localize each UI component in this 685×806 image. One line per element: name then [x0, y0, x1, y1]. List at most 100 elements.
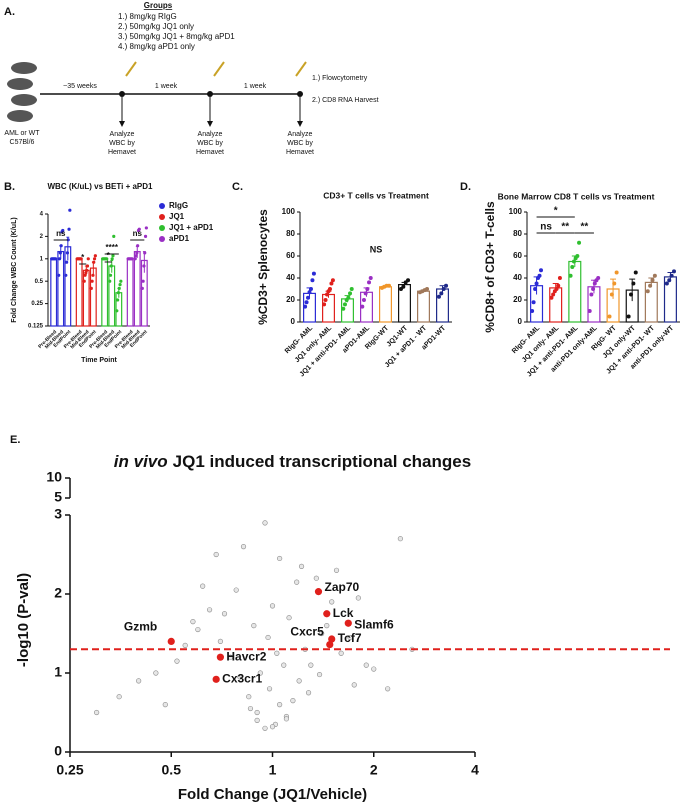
arrows [121, 97, 301, 124]
gene-point [221, 611, 228, 617]
gene-point [329, 599, 335, 605]
y-tick-label: 100 [282, 207, 296, 216]
data-point [108, 273, 113, 277]
data-point [348, 291, 353, 296]
gene-point [347, 634, 353, 641]
gene-point [200, 583, 206, 589]
gene-point [233, 587, 239, 593]
legend-label: JQ1 [169, 212, 185, 221]
legend-marker [159, 214, 165, 220]
annotation: NS [370, 244, 383, 254]
endpoint: 1.) Flowcytometry [312, 75, 368, 82]
gene-point [371, 666, 377, 672]
data-point [105, 257, 109, 261]
gene-point [262, 725, 268, 731]
data-point [93, 254, 97, 258]
gene-point [266, 686, 273, 692]
data-point [115, 309, 119, 313]
y-tick-label: 1 [54, 664, 62, 680]
gene-point [363, 662, 369, 668]
analyze: WBC by [197, 140, 223, 147]
data-point [303, 304, 308, 309]
x-tick-label: 1 [269, 762, 277, 778]
syringe [125, 61, 137, 77]
data-point [575, 254, 580, 258]
gene-point [324, 622, 330, 629]
data-point [341, 306, 346, 311]
highlight-point [167, 637, 175, 646]
legend-marker [159, 236, 165, 242]
data-point [144, 226, 148, 230]
gene-point [313, 575, 319, 581]
mouse [11, 62, 37, 74]
title-main: JQ1 induced transcriptional changes [173, 452, 472, 471]
data-point [645, 289, 650, 294]
data-point [143, 251, 147, 255]
gene-point [136, 678, 142, 684]
bar [549, 287, 563, 323]
data-point [534, 281, 539, 286]
mice-label: C57Bl/6 [10, 139, 35, 146]
data-point [607, 314, 612, 319]
data-point [323, 298, 328, 302]
y-tick-label: 4 [40, 212, 44, 218]
chart-title: WBC (K/uL) vs BETi + aPD1 [48, 182, 154, 191]
data-point [360, 304, 365, 309]
gene-point [286, 615, 292, 621]
gene-point [174, 658, 180, 664]
data-point [571, 259, 576, 264]
gene-point [294, 579, 300, 585]
data-point [112, 234, 116, 238]
data-point [557, 276, 562, 280]
data-point [614, 270, 619, 275]
annotation: * [107, 251, 111, 260]
gene-point [355, 595, 361, 601]
group-item: 3.) 50mg/kg JQ1 + 8mg/kg aPD1 [118, 32, 235, 41]
analyze: Analyze [110, 131, 135, 138]
data-point [406, 278, 411, 283]
data-point [143, 234, 148, 238]
analyze: Analyze [288, 131, 313, 138]
chart-title: in vivo JQ1 induced transcriptional chang… [114, 452, 471, 471]
mouse [7, 110, 33, 122]
panel-label: B. [4, 181, 15, 193]
data-point [444, 283, 449, 288]
data-point [361, 298, 366, 302]
chart-title: CD3+ T cells vs Treatment [323, 190, 429, 200]
y-axis-label: %CD3+ Splenocytes [256, 209, 270, 325]
gene-point [397, 536, 403, 542]
y-tick-label: 60 [513, 251, 522, 260]
x-tick-label: 2 [370, 762, 378, 778]
data-point [79, 257, 83, 261]
gene-point [217, 638, 223, 645]
bar [57, 250, 65, 327]
data-point [612, 281, 617, 286]
data-point [549, 295, 554, 300]
bar [568, 260, 582, 323]
gene-point [257, 670, 263, 676]
group-item: 2.) 50mg/kg JQ1 only [118, 22, 194, 31]
data-point [85, 264, 90, 268]
data-point [119, 279, 123, 283]
arrowhead [207, 121, 213, 127]
analyze: Hemavet [286, 149, 314, 156]
gene-label: Lck [333, 606, 354, 620]
data-point [330, 278, 335, 283]
y-tick-label: 2 [54, 585, 62, 601]
gene-point [333, 567, 340, 573]
data-point [108, 279, 112, 283]
data-point [533, 287, 538, 291]
data-point [68, 208, 72, 212]
endpoint: 2.) CD8 RNA Harvest [312, 97, 379, 104]
gene-label: Cx3cr1 [222, 671, 262, 685]
chart-title: Bone Marrow CD8 T cells vs Treatment [498, 191, 655, 201]
data-point [554, 287, 559, 291]
gene-label: Havcr2 [226, 649, 266, 663]
legend-label: RIgG [169, 201, 188, 210]
gene-point [247, 705, 254, 712]
data-point [311, 271, 316, 276]
bar [101, 258, 109, 327]
data-point [401, 284, 406, 289]
data-point [325, 292, 330, 297]
data-point [82, 279, 86, 283]
